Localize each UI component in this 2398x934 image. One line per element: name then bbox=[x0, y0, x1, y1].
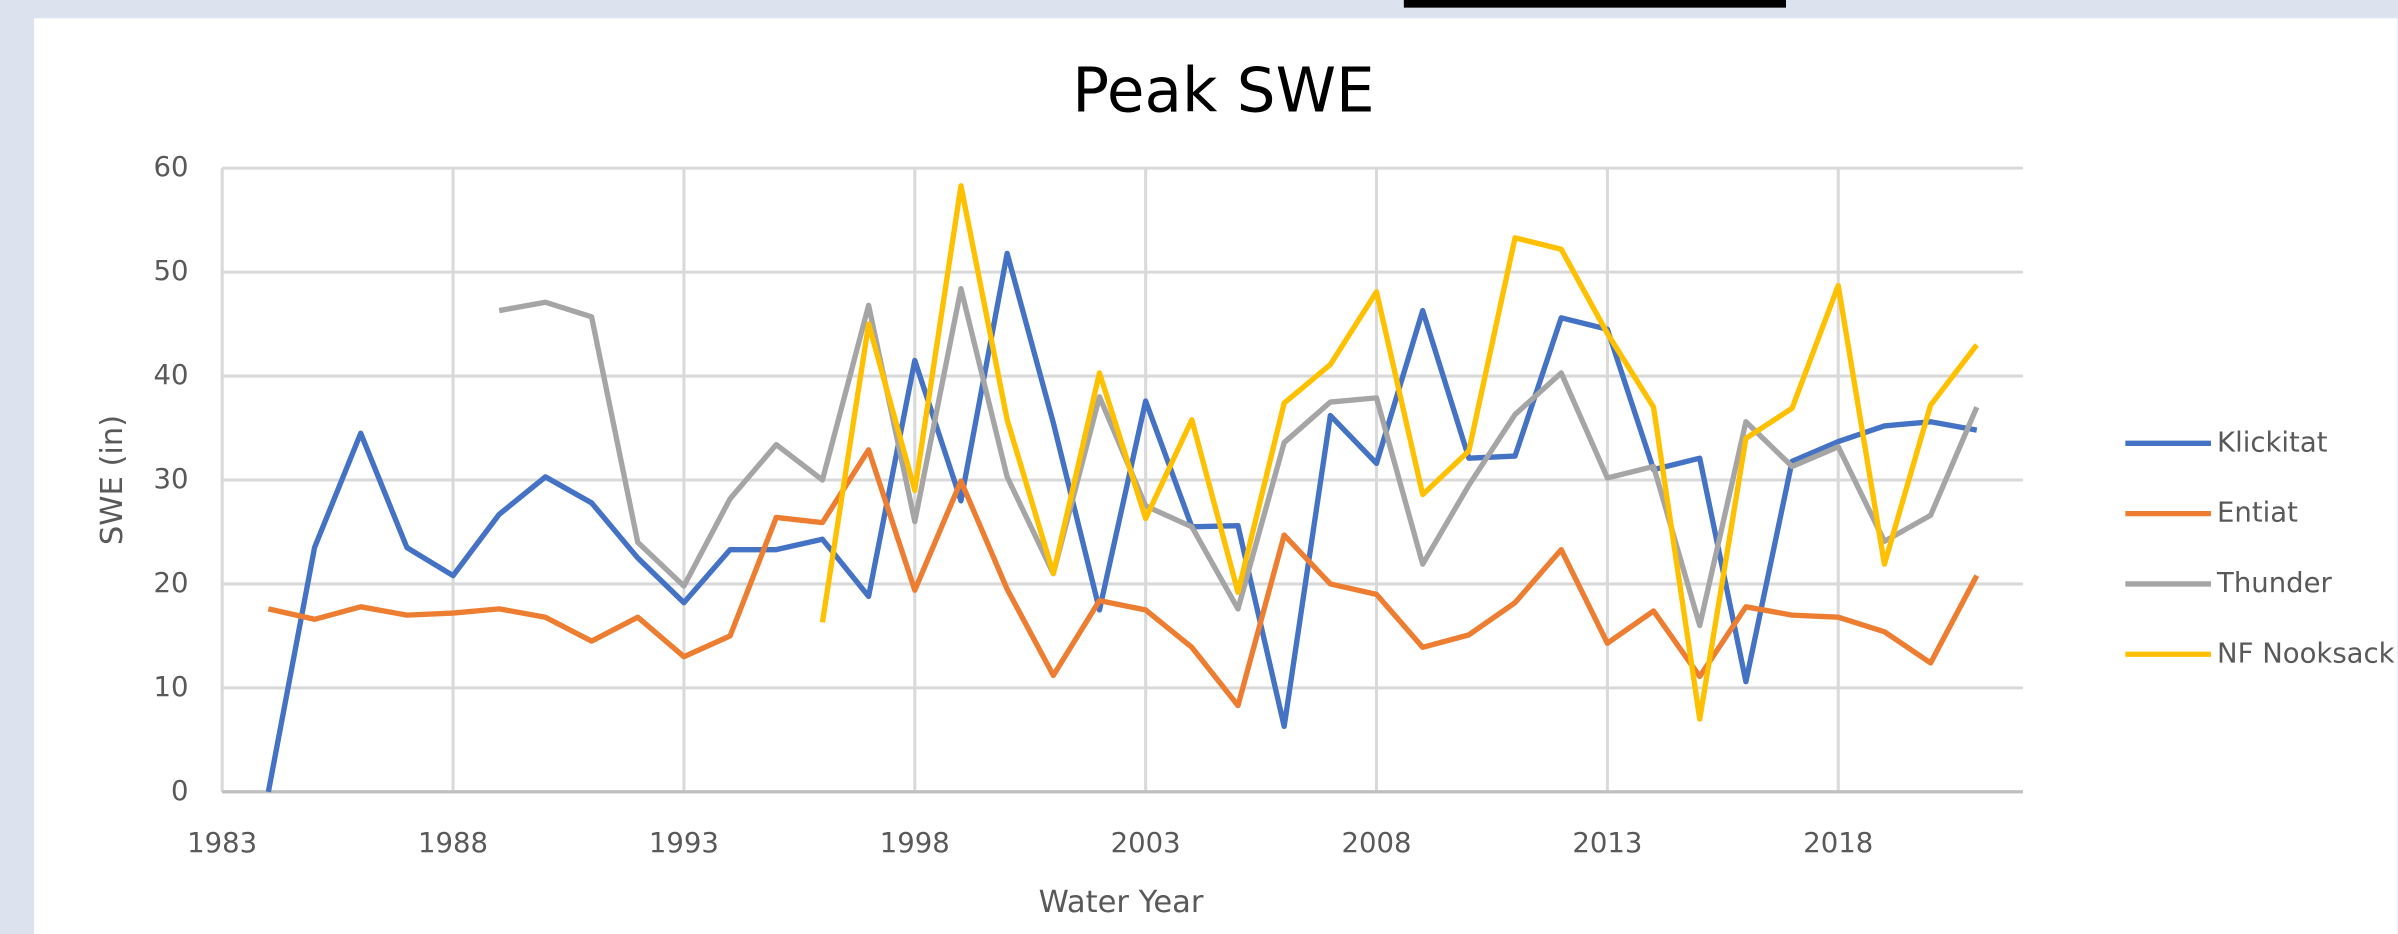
legend-label: Thunder bbox=[2216, 567, 2332, 599]
legend-label: NF Nooksack bbox=[2217, 637, 2395, 669]
y-tick-label: 30 bbox=[154, 463, 189, 495]
x-tick-label: 2013 bbox=[1572, 827, 1642, 859]
series-line bbox=[498, 286, 1980, 629]
y-tick-label: 40 bbox=[154, 359, 189, 391]
y-tick-label: 10 bbox=[154, 671, 189, 703]
y-tick-label: 0 bbox=[171, 775, 189, 807]
chart-title: Peak SWE bbox=[1072, 55, 1374, 126]
legend-label: Klickitat bbox=[2217, 426, 2328, 458]
x-tick-label: 2008 bbox=[1342, 827, 1412, 859]
x-tick-label: 1998 bbox=[880, 827, 950, 859]
legend-label: Entiat bbox=[2217, 497, 2298, 529]
x-tick-label: 2018 bbox=[1803, 827, 1873, 859]
y-tick-label: 50 bbox=[154, 255, 189, 287]
top-bar bbox=[1403, 0, 1786, 8]
x-tick-label: 1988 bbox=[418, 827, 488, 859]
x-tick-label: 1993 bbox=[649, 827, 719, 859]
series-line bbox=[265, 250, 1978, 793]
x-tick-label: 1983 bbox=[187, 827, 257, 859]
y-tick-label: 20 bbox=[154, 567, 189, 599]
x-axis-label: Water Year bbox=[1039, 885, 1204, 920]
chart-panel bbox=[34, 18, 2398, 934]
y-axis-label: SWE (in) bbox=[95, 415, 130, 545]
x-tick-label: 2003 bbox=[1111, 827, 1181, 859]
y-tick-label: 60 bbox=[154, 151, 189, 183]
series-line bbox=[819, 183, 1979, 722]
